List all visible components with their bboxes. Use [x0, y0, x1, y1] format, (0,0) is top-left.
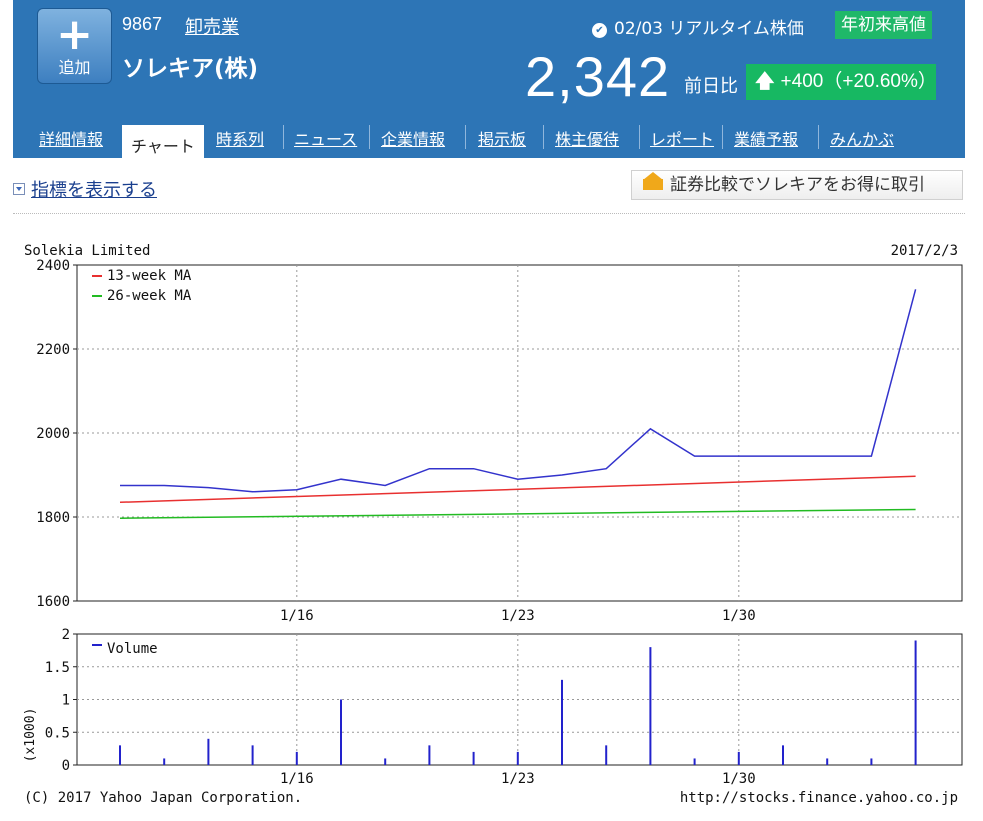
plus-icon: +	[56, 9, 93, 60]
tab-forecast[interactable]: 業績予報	[734, 130, 799, 149]
price-tick-label-y: 2000	[36, 426, 70, 442]
volume-tick-label-y: 0	[62, 758, 70, 774]
tab-chart[interactable]: チャート	[122, 125, 204, 158]
legend-entry: 26-week MA	[107, 288, 192, 304]
volume-tick-label-x: 1/16	[280, 771, 314, 787]
current-price: 2,342	[525, 45, 671, 108]
compare-button-label: 証券比較でソレキアをお得に取引	[670, 175, 925, 195]
price-change-badge: 🡅 +400（+20.60%）	[746, 64, 937, 100]
tab-benefits[interactable]: 株主優待	[555, 130, 620, 149]
divider	[13, 213, 965, 214]
tab-separator	[283, 125, 284, 149]
volume-panel-frame	[76, 633, 963, 766]
volume-tick-label-x: 1/23	[501, 771, 535, 787]
volume-tick-label-y: 1.5	[45, 660, 70, 676]
price-tick-label-y: 1600	[36, 594, 70, 610]
add-to-portfolio-button[interactable]: + 追加	[37, 8, 112, 84]
volume-axis-label: (x1000)	[23, 708, 38, 763]
price-tick-label-x: 1/30	[722, 608, 756, 624]
tab-separator	[722, 125, 723, 149]
tab-news[interactable]: ニュース	[294, 130, 358, 149]
price-change: +400（+20.60%）	[780, 71, 937, 92]
price-series-line-2	[119, 508, 916, 520]
price-tick-label-y: 2400	[36, 258, 70, 274]
realtime-info: ✔ 02/03 リアルタイム株価	[592, 14, 804, 39]
company-name: ソレキア(株)	[122, 56, 259, 82]
chart-date: 2017/2/3	[891, 243, 958, 259]
copyright-text: (C) 2017 Yahoo Japan Corporation.	[24, 790, 302, 806]
price-panel-frame	[76, 264, 963, 602]
prev-day-label: 前日比	[684, 76, 738, 97]
price-tick-label-x: 1/23	[501, 608, 535, 624]
price-tick-label-y: 2200	[36, 342, 70, 358]
tab-separator	[818, 125, 819, 149]
volume-tick-label-y: 2	[62, 627, 70, 643]
tab-company[interactable]: 企業情報	[381, 130, 446, 149]
tab-details[interactable]: 詳細情報	[39, 130, 104, 149]
volume-tick-label-y: 0.5	[45, 725, 70, 741]
chart-title: Solekia Limited	[24, 243, 150, 259]
volume-tick-label-x: 1/30	[722, 771, 756, 787]
stock-code: 9867	[122, 14, 163, 34]
industry-link[interactable]: 卸売業	[185, 17, 239, 38]
tab-separator	[639, 125, 640, 149]
tab-bar: 詳細情報 チャート 時系列 ニュース 企業情報 掲示板 株主優待 レポート 業績…	[13, 120, 965, 158]
tab-separator	[543, 125, 544, 149]
price-series-line-0	[120, 289, 917, 493]
price-tick-label-y: 1800	[36, 510, 70, 526]
tab-separator	[465, 125, 466, 149]
realtime-label: リアルタイム株価	[668, 19, 804, 39]
arrow-up-icon: 🡅	[755, 71, 775, 92]
crown-icon	[643, 172, 663, 190]
clock-icon: ✔	[592, 23, 607, 38]
tab-report[interactable]: レポート	[650, 130, 715, 149]
indicator-toggle[interactable]: 指標を表示する	[13, 176, 157, 202]
indicator-toggle-label: 指標を表示する	[31, 180, 157, 201]
legend-entry: Volume	[107, 641, 158, 657]
add-button-label: 追加	[58, 58, 91, 77]
expand-icon	[13, 183, 25, 195]
price-date: 02/03	[614, 19, 663, 39]
tab-minkabu[interactable]: みんかぶ	[830, 130, 895, 149]
price-series-line-1	[119, 475, 916, 504]
volume-tick-label-y: 1	[62, 693, 70, 709]
year-high-badge: 年初来高値	[835, 11, 932, 39]
tab-timeseries[interactable]: 時系列	[216, 130, 265, 149]
tab-separator	[369, 125, 370, 149]
tab-board[interactable]: 掲示板	[478, 130, 527, 149]
legend-entry: 13-week MA	[107, 268, 192, 284]
price-tick-label-x: 1/16	[280, 608, 314, 624]
source-url: http://stocks.finance.yahoo.co.jp	[680, 790, 958, 806]
broker-compare-button[interactable]: 証券比較でソレキアをお得に取引	[631, 170, 963, 200]
